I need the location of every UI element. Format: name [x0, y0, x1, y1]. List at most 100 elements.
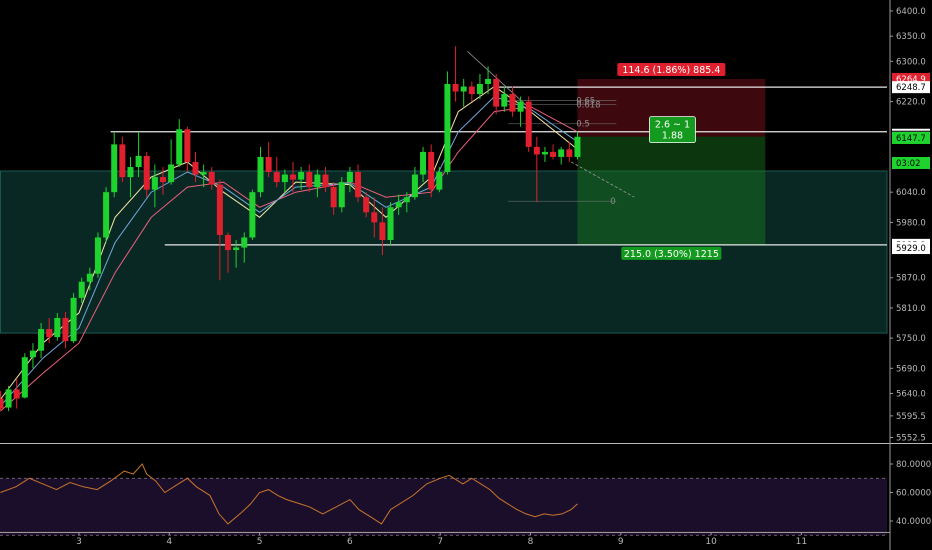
price-label: 6147.7 — [896, 134, 926, 144]
candle-body — [387, 207, 394, 240]
candle-body — [38, 329, 45, 351]
candle — [29, 343, 36, 369]
y-tick-label: 5640.0 — [896, 389, 926, 399]
candle-body — [485, 78, 492, 84]
candle-body — [314, 174, 321, 188]
y-tick-label: 6400.0 — [896, 7, 926, 17]
candle — [298, 167, 305, 190]
candle-body — [541, 151, 548, 155]
candle — [338, 177, 345, 213]
y-tick-label: 5595.5 — [896, 412, 926, 422]
candle — [314, 169, 321, 198]
y-tick-label: 5552.5 — [896, 434, 926, 444]
candle — [151, 164, 158, 208]
y-tick-label: 6300.0 — [896, 57, 926, 67]
rsi-band — [0, 478, 887, 536]
candle-body — [143, 155, 150, 190]
candle-body — [355, 172, 362, 198]
fib-level-label: 0.618 — [576, 101, 600, 111]
fib-level-label: 0.65 — [576, 97, 595, 107]
candle — [509, 86, 516, 117]
candle — [330, 182, 337, 215]
candle-body — [550, 151, 557, 157]
candle-body — [135, 155, 142, 168]
candle — [216, 179, 223, 281]
candle-body — [176, 129, 183, 165]
candle — [111, 131, 118, 198]
candle — [452, 46, 459, 102]
ratio-label-box — [649, 116, 696, 144]
candle-body — [460, 86, 467, 92]
candle — [208, 167, 215, 190]
candle-body — [533, 146, 540, 155]
y-tick-label: 5690.0 — [896, 364, 926, 374]
price-label: 5929.0 — [896, 244, 926, 254]
price-label-box — [892, 81, 930, 94]
candle-body — [428, 151, 435, 190]
candle — [0, 390, 4, 412]
candle — [54, 312, 61, 341]
candle — [428, 144, 435, 198]
candle — [541, 146, 548, 162]
y-tick-label: 5980.0 — [896, 218, 926, 228]
candle — [159, 167, 166, 195]
candle — [184, 126, 191, 173]
x-tick-label: 5 — [257, 537, 263, 547]
candle-body — [436, 172, 443, 190]
candle — [566, 141, 573, 162]
candle — [387, 202, 394, 246]
candle — [94, 232, 101, 278]
x-tick-label: 6 — [347, 537, 353, 547]
price-axis[interactable]: 6400.0 6350.0 6300.0 6220.0 6040.0 5980.0 5870… — [889, 0, 931, 550]
short-position-tool[interactable] — [577, 78, 766, 245]
x-tick-label: 3 — [76, 537, 82, 547]
candle-body — [574, 136, 581, 157]
candle-body — [330, 187, 337, 208]
candle — [241, 232, 248, 263]
rsi-line — [0, 463, 578, 525]
y-tick-label: 5750.0 — [896, 334, 926, 344]
candle — [119, 136, 126, 183]
candle — [322, 167, 329, 193]
candle-body — [281, 174, 288, 183]
candle-body — [184, 129, 191, 162]
y-tick-label: 5870.0 — [896, 274, 926, 284]
candle — [257, 146, 264, 198]
time-axis[interactable]: 3 4 5 6 7 8 9 10 11 — [0, 532, 890, 547]
candle-body — [111, 144, 118, 193]
candle-body — [216, 184, 223, 235]
candle-body — [21, 357, 28, 398]
candle-body — [119, 144, 126, 178]
candle-body — [127, 167, 134, 178]
horizontal-lines[interactable] — [110, 86, 887, 246]
stop-label: 114.6 (1.86%) 885.4 — [622, 65, 720, 76]
candle — [224, 232, 231, 273]
candle-body — [525, 101, 532, 147]
candle-body — [103, 192, 110, 238]
candle-body — [306, 172, 313, 188]
rsi-tick-label: 80.0000 — [896, 460, 931, 470]
candle — [62, 311, 69, 349]
candle-body — [265, 156, 272, 173]
candle-body — [273, 172, 280, 183]
candle-body — [233, 247, 240, 251]
moving-average-2 — [0, 96, 578, 407]
take-profit-area — [577, 136, 766, 245]
candle — [436, 167, 443, 193]
candle — [46, 317, 53, 344]
candle — [460, 78, 467, 107]
candle-body — [322, 174, 329, 188]
candle — [265, 141, 272, 178]
candle — [420, 146, 427, 183]
candle — [86, 267, 93, 291]
candle — [558, 146, 565, 165]
candle-body — [94, 237, 101, 274]
candle-body — [224, 234, 231, 251]
candle — [476, 73, 483, 100]
price-label-box — [892, 242, 930, 255]
x-tick-label: 11 — [796, 537, 807, 547]
candle-body — [493, 78, 500, 107]
candle-body — [395, 202, 402, 208]
candle — [176, 119, 183, 168]
candle — [574, 131, 581, 160]
